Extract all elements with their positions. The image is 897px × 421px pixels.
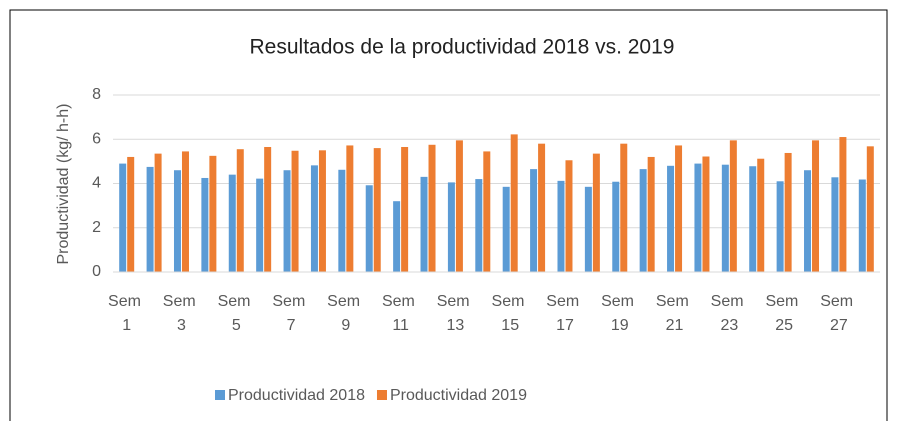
bar bbox=[557, 180, 565, 272]
bar bbox=[866, 146, 874, 272]
legend-label: Productividad 2018 bbox=[228, 387, 365, 404]
bar bbox=[365, 185, 373, 272]
bar bbox=[538, 143, 546, 272]
bar bbox=[565, 160, 573, 272]
bar bbox=[373, 148, 381, 272]
bar bbox=[455, 140, 463, 272]
x-tick-label: Sem 5 bbox=[218, 293, 255, 334]
bar bbox=[475, 179, 483, 272]
x-tick-label: Sem 7 bbox=[272, 293, 309, 334]
bar bbox=[592, 153, 600, 272]
bar bbox=[428, 144, 436, 272]
y-tick-label: 2 bbox=[92, 219, 101, 236]
x-tick-label: Sem 11 bbox=[382, 293, 419, 334]
legend-swatch bbox=[215, 390, 225, 400]
legend-label: Productividad 2019 bbox=[390, 387, 527, 404]
bar bbox=[318, 150, 326, 272]
y-axis-label: Productividad (kg/ h-h) bbox=[55, 104, 72, 265]
bar bbox=[784, 152, 792, 272]
bar bbox=[694, 163, 702, 272]
y-tick-label: 8 bbox=[92, 86, 101, 103]
bar bbox=[831, 177, 839, 272]
x-tick-label: Sem 15 bbox=[492, 293, 529, 334]
bar bbox=[620, 143, 628, 272]
bar bbox=[776, 181, 784, 272]
bar bbox=[447, 182, 455, 272]
bar bbox=[584, 186, 592, 272]
bar bbox=[804, 170, 812, 272]
bar bbox=[839, 137, 847, 272]
bar bbox=[639, 169, 647, 272]
y-tick-label: 6 bbox=[92, 130, 101, 147]
bar bbox=[502, 186, 510, 272]
bar bbox=[721, 164, 729, 272]
bar bbox=[201, 177, 209, 272]
bar bbox=[675, 145, 683, 272]
bar bbox=[154, 153, 162, 272]
bar bbox=[264, 146, 272, 272]
bar bbox=[256, 178, 264, 272]
x-tick-label: Sem 19 bbox=[601, 293, 638, 334]
bar bbox=[667, 165, 675, 272]
x-tick-label: Sem 21 bbox=[656, 293, 693, 334]
bar bbox=[209, 155, 217, 272]
frame bbox=[9, 9, 888, 421]
bar bbox=[338, 169, 346, 272]
legend-swatch bbox=[376, 390, 387, 400]
bar bbox=[757, 158, 765, 272]
bar bbox=[647, 156, 655, 272]
bar bbox=[346, 145, 354, 272]
bar bbox=[420, 176, 428, 272]
bar bbox=[146, 166, 154, 272]
bar bbox=[173, 170, 181, 272]
bar bbox=[228, 174, 236, 272]
bar bbox=[283, 170, 291, 272]
chart-title: Resultados de la productividad 2018 vs. … bbox=[250, 36, 675, 59]
bar bbox=[729, 140, 737, 272]
bar bbox=[393, 201, 401, 272]
bar bbox=[119, 163, 127, 272]
x-tick-label: Sem 1 bbox=[108, 293, 145, 334]
bar bbox=[749, 166, 757, 272]
x-tick-label: Sem 25 bbox=[765, 293, 802, 334]
x-tick-label: Sem 9 bbox=[327, 293, 364, 334]
bar bbox=[812, 140, 820, 272]
bar bbox=[127, 156, 135, 272]
bar bbox=[181, 151, 189, 272]
x-tick-label: Sem 27 bbox=[820, 293, 857, 334]
x-tick-label: Sem 3 bbox=[163, 293, 200, 334]
x-tick-label: Sem 13 bbox=[437, 293, 474, 334]
x-tick-label: Sem 17 bbox=[546, 293, 583, 334]
bar bbox=[291, 150, 299, 272]
y-tick-label: 0 bbox=[92, 263, 101, 280]
bar bbox=[401, 146, 409, 272]
bar bbox=[236, 149, 244, 272]
bar bbox=[858, 179, 866, 272]
bar bbox=[483, 151, 491, 272]
x-tick-label: Sem 23 bbox=[711, 293, 748, 334]
bar bbox=[530, 169, 538, 272]
bar bbox=[612, 181, 620, 272]
bar bbox=[310, 165, 318, 272]
y-tick-label: 4 bbox=[92, 175, 101, 192]
bar bbox=[702, 156, 710, 272]
bar bbox=[510, 134, 518, 272]
